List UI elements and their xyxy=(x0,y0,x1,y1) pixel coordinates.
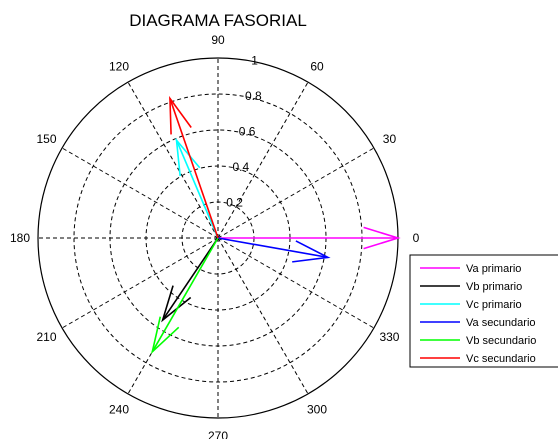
angle-tick-label: 210 xyxy=(37,330,57,344)
legend-item: Va primario xyxy=(420,263,521,275)
angular-grid-spoke xyxy=(217,237,375,329)
legend-label: Vc secundario xyxy=(466,353,536,365)
angular-grid-spoke xyxy=(127,81,219,239)
phasor-arrowhead xyxy=(363,226,401,250)
angular-grid-spoke xyxy=(61,237,219,329)
legend-item: Vc primario xyxy=(420,299,522,311)
radial-tick-label: 0.6 xyxy=(239,125,256,139)
polar-grid: 0 30 60 90 120 150 180 210 240 270 300 330 0.2 0.4 0.6… xyxy=(10,33,420,439)
legend-box xyxy=(409,254,558,368)
angular-grid-spoke xyxy=(217,81,309,239)
radial-tick-label: 0.2 xyxy=(226,196,243,210)
legend-label: Va primario xyxy=(466,263,521,275)
legend-item: Va secundario xyxy=(420,317,536,329)
phasor-vb-secundario xyxy=(150,237,219,355)
phasor-va-secundario xyxy=(217,237,331,263)
angle-tick-label: 300 xyxy=(307,402,327,416)
angle-tick-label: 90 xyxy=(211,33,225,47)
angle-tick-label: 120 xyxy=(109,60,129,74)
angular-grid-spoke xyxy=(217,237,309,395)
legend-label: Vc primario xyxy=(466,299,522,311)
phasor-arrowhead xyxy=(161,285,192,323)
radial-tick-label: 1 xyxy=(251,54,258,68)
phasor-vc-primario xyxy=(175,137,219,239)
legend-item: Vc secundario xyxy=(420,353,536,365)
angular-grid-spoke xyxy=(217,147,375,239)
phasor-shaft xyxy=(151,237,219,353)
radial-tick-label: 0.8 xyxy=(245,89,262,103)
chart-title: DIAGRAMA FASORIAL xyxy=(129,11,307,30)
phasor-vc-secundario xyxy=(169,95,219,239)
phasor-arrowhead xyxy=(175,137,201,177)
phasor-vb-primario xyxy=(161,237,219,323)
angle-tick-label: 240 xyxy=(109,402,129,416)
angle-tick-label: 30 xyxy=(383,132,397,146)
phasor-arrowhead xyxy=(169,95,192,135)
phasor-arrowhead xyxy=(150,316,180,355)
legend-item: Vb secundario xyxy=(420,335,536,347)
phasor-series xyxy=(150,95,401,355)
angle-tick-label: 270 xyxy=(208,429,228,439)
phasor-arrowhead xyxy=(292,240,331,263)
angle-tick-label: 60 xyxy=(310,60,324,74)
phasor-va-primario xyxy=(218,226,401,250)
angular-grid-spoke xyxy=(61,147,219,239)
phasor-shaft xyxy=(175,139,219,239)
phasor-shaft xyxy=(161,237,219,321)
phasor-shaft xyxy=(169,98,219,239)
legend-item: Vb primario xyxy=(420,281,522,293)
legend-label: Va secundario xyxy=(466,317,536,329)
legend: Va primario Vb primario Vc primario Va secu… xyxy=(409,254,558,368)
radial-tick-label: 0.4 xyxy=(233,160,250,174)
angle-tick-label: 0 xyxy=(413,231,420,245)
legend-items: Va primario Vb primario Vc primario Va secu… xyxy=(420,263,536,365)
legend-label: Vb secundario xyxy=(466,335,536,347)
angle-tick-label: 180 xyxy=(10,231,30,245)
angle-tick-label: 330 xyxy=(379,330,399,344)
phasor-shaft xyxy=(217,237,329,259)
angle-tick-label: 150 xyxy=(37,132,57,146)
legend-label: Vb primario xyxy=(466,281,522,293)
